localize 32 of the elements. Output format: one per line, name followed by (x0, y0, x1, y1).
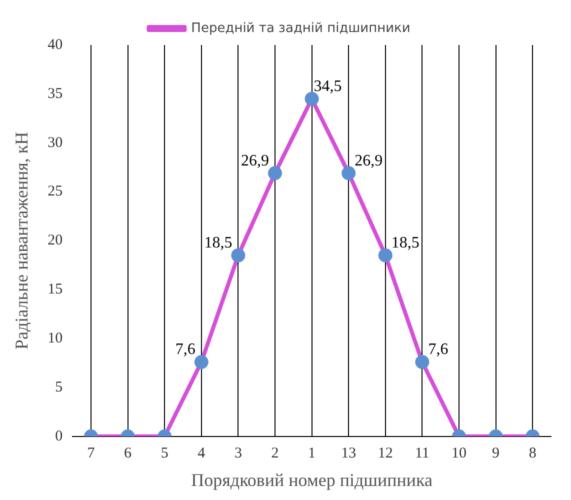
data-label: 34,5 (314, 78, 342, 96)
data-label: 26,9 (241, 152, 269, 170)
x-tick-label: 6 (124, 445, 132, 462)
x-tick-label: 13 (341, 445, 356, 462)
y-tick-label: 35 (48, 86, 63, 102)
x-tick-label: 2 (271, 445, 279, 462)
x-axis-title: Порядковий номер підшипника (191, 470, 432, 490)
data-label: 26,9 (354, 152, 383, 170)
data-label: 7,6 (175, 341, 196, 358)
data-label: 18,5 (391, 234, 420, 252)
data-label: 7,6 (428, 341, 448, 358)
y-tick-label: 30 (48, 134, 63, 151)
data-label: 18,5 (204, 234, 232, 252)
y-tick-label: 15 (48, 282, 63, 298)
y-tick-label: 25 (48, 184, 63, 200)
y-tick-label: 5 (55, 379, 63, 396)
x-tick-label: 1 (308, 445, 316, 462)
legend-label: Передній та задній підшипники (191, 20, 410, 36)
x-tick-label: 7 (87, 445, 96, 462)
x-tick-label: 5 (160, 445, 168, 462)
x-tick-label: 9 (492, 445, 500, 462)
y-tick-label: 20 (48, 232, 63, 249)
y-tick-label: 40 (48, 36, 63, 53)
y-tick-label: 0 (55, 428, 63, 444)
x-tick-label: 4 (198, 445, 206, 462)
x-tick-label: 11 (414, 445, 430, 462)
x-tick-label: 10 (452, 445, 466, 462)
x-tick-label: 12 (378, 445, 393, 462)
y-axis-title: Радіальне навантаження, кН (12, 132, 32, 350)
x-tick-label: 3 (234, 445, 242, 462)
x-tick-label: 8 (528, 445, 536, 462)
y-tick-label: 10 (48, 330, 63, 346)
